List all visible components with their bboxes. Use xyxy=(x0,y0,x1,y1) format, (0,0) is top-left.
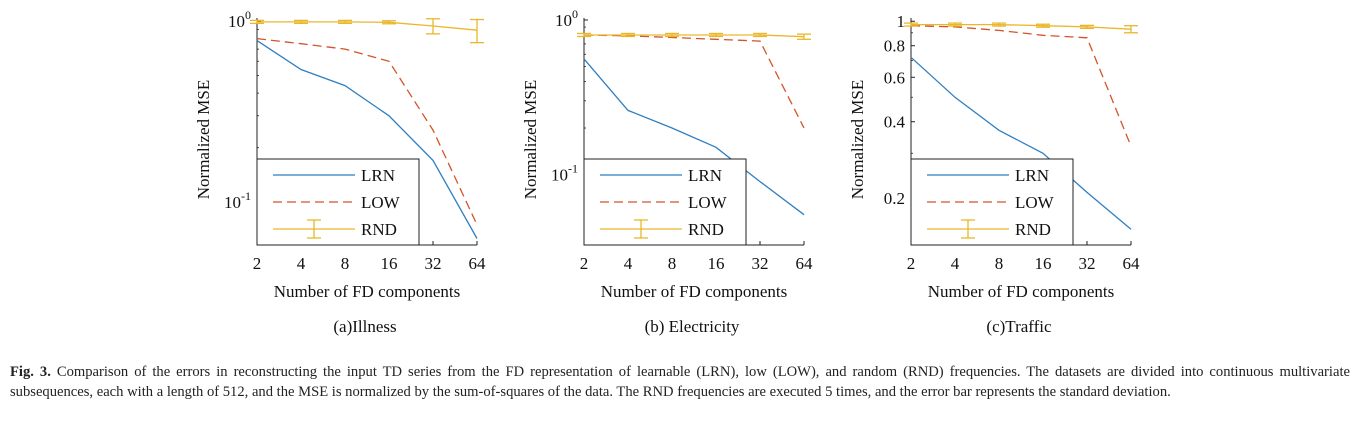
chart-panel-3: 2 4 8 16 32 64 1 0.8 0.6 0.4 0.2 Number of FD compo… xyxy=(848,12,1140,336)
x-tick-label: 8 xyxy=(668,254,677,273)
x-tick-label: 32 xyxy=(425,254,442,273)
subplot-caption: (b) Electricity xyxy=(645,317,740,336)
y-tick-label: 0.6 xyxy=(884,68,905,87)
y-axis-title: Normalized MSE xyxy=(848,80,867,199)
legend-label-low: LOW xyxy=(361,193,401,212)
legend: LRN LOW RND xyxy=(910,158,1074,246)
legend: LRN LOW RND xyxy=(583,158,747,246)
x-tick-label: 16 xyxy=(381,254,398,273)
x-tick-label: 64 xyxy=(469,254,487,273)
series-line-low xyxy=(256,37,478,226)
legend-label-lrn: LRN xyxy=(1015,166,1049,185)
y-axis-title: Normalized MSE xyxy=(521,80,540,199)
x-tick-label: 2 xyxy=(907,254,916,273)
x-tick-label: 4 xyxy=(951,254,960,273)
figure: 2 4 8 16 32 64 100 10-1 Number of FD components N… xyxy=(194,7,1140,336)
x-axis-title: Number of FD components xyxy=(601,282,788,301)
legend-label-rnd: RND xyxy=(688,220,724,239)
caption-text: Comparison of the errors in reconstructi… xyxy=(10,364,1350,400)
y-tick-label: 0.4 xyxy=(884,113,906,132)
subplot-caption: (c)Traffic xyxy=(986,317,1052,336)
chart-panel-1: 2 4 8 16 32 64 100 10-1 Number of FD components N… xyxy=(194,8,486,336)
x-axis-title: Number of FD components xyxy=(928,282,1115,301)
legend-label-lrn: LRN xyxy=(688,166,722,185)
figure-caption: Fig. 3. Comparison of the errors in reco… xyxy=(10,362,1350,402)
subplot-caption: (a)Illness xyxy=(333,317,396,336)
chart-panel-2: 2 4 8 16 32 64 100 10-1 Number of FD components N… xyxy=(521,7,813,336)
series-line-low xyxy=(910,25,1132,147)
y-tick-label: 1 xyxy=(897,12,906,31)
series-line-lrn xyxy=(256,40,478,239)
series-line-lrn xyxy=(910,56,1132,230)
legend: LRN LOW RND xyxy=(256,158,420,246)
x-tick-label: 8 xyxy=(995,254,1004,273)
x-tick-label: 32 xyxy=(1079,254,1096,273)
x-axis-title: Number of FD components xyxy=(274,282,461,301)
y-tick-label: 10-1 xyxy=(224,189,251,212)
x-tick-label: 2 xyxy=(580,254,589,273)
legend-label-lrn: LRN xyxy=(361,166,395,185)
series-line-rnd xyxy=(911,23,1132,30)
legend-label-rnd: RND xyxy=(361,220,397,239)
series-line-low xyxy=(583,34,805,129)
series-line-lrn xyxy=(583,58,805,216)
series-line-rnd xyxy=(584,34,805,38)
y-axis-title: Normalized MSE xyxy=(194,80,213,199)
x-tick-label: 4 xyxy=(297,254,306,273)
x-tick-label: 32 xyxy=(752,254,769,273)
legend-label-low: LOW xyxy=(1015,193,1055,212)
x-tick-label: 8 xyxy=(341,254,350,273)
y-tick-label: 100 xyxy=(555,7,578,30)
x-tick-label: 4 xyxy=(624,254,633,273)
legend-label-low: LOW xyxy=(688,193,728,212)
x-tick-label: 16 xyxy=(1035,254,1052,273)
legend-label-rnd: RND xyxy=(1015,220,1051,239)
series-line-rnd xyxy=(257,21,478,31)
x-tick-label: 64 xyxy=(1123,254,1141,273)
x-tick-label: 16 xyxy=(708,254,725,273)
y-tick-label: 0.8 xyxy=(884,37,905,56)
y-tick-label: 100 xyxy=(228,8,251,31)
y-tick-label: 10-1 xyxy=(551,162,578,185)
y-tick-label: 0.2 xyxy=(884,189,905,208)
x-tick-label: 2 xyxy=(253,254,262,273)
x-tick-label: 64 xyxy=(796,254,814,273)
caption-label: Fig. 3. xyxy=(10,364,51,380)
